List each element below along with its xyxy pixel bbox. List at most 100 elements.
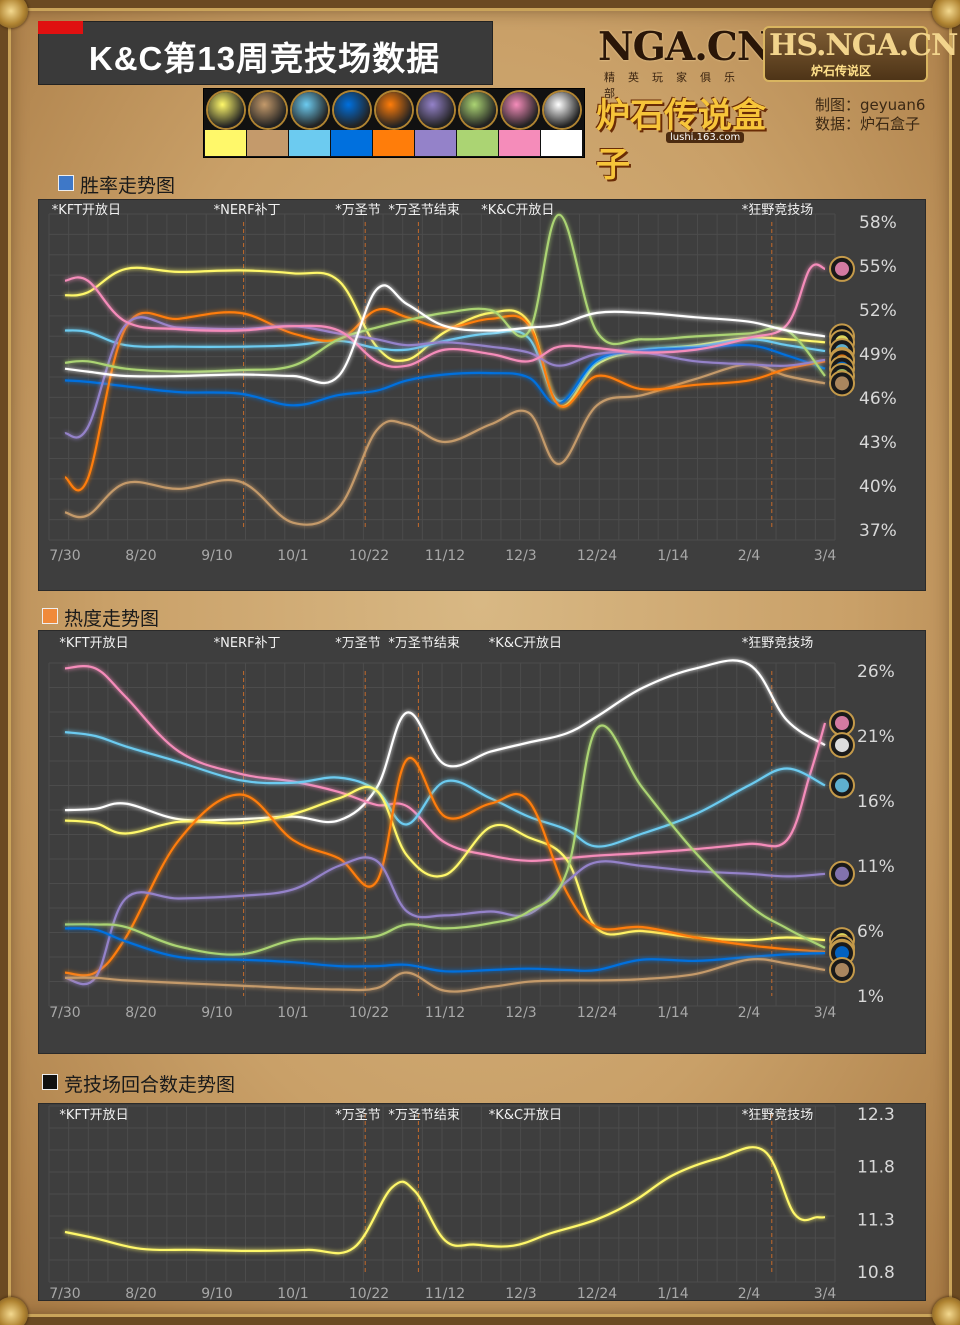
series-line — [64, 927, 826, 973]
x-tick-label: 12/3 — [505, 1286, 536, 1300]
winrate-chart: *KFT开放日 *NERF补丁 *万圣节 *万圣节结束 *K&C开放日 *狂野竞技场 7/3… — [48, 202, 897, 564]
x-tick-label: 2/4 — [738, 1286, 761, 1300]
legend-swatch-shaman — [331, 130, 372, 156]
legend-swatch-hunter2 — [457, 130, 498, 156]
x-tick-label: 12/24 — [577, 1005, 617, 1021]
x-tick-label: 8/20 — [125, 1005, 156, 1021]
x-tick-label: 7/30 — [49, 1286, 80, 1300]
y-tick-label: 11.3 — [857, 1210, 895, 1230]
shaman-icon — [334, 92, 370, 128]
class-end-icon — [829, 772, 855, 799]
legend-swatch-paladin — [499, 130, 540, 156]
hunter-bow-icon — [460, 92, 496, 128]
x-tick-label: 8/20 — [125, 1286, 156, 1300]
nga-logo-text: NGA.CN — [598, 24, 772, 70]
class-end-icon — [829, 732, 855, 759]
series-line — [64, 756, 826, 977]
popularity-legend-square — [42, 608, 58, 624]
series-line — [64, 329, 826, 403]
class-end-icon — [829, 860, 855, 887]
event-label: *狂野竞技场 — [742, 1107, 814, 1123]
icon-core — [835, 716, 849, 730]
x-tick-label: 3/4 — [814, 548, 837, 564]
popularity-section-header: 热度走势图 — [42, 604, 342, 630]
event-label: *万圣节结束 — [388, 1108, 460, 1123]
hs-box-logo: 炉石传说盒子 lushi.163.com — [596, 88, 798, 185]
x-tick-label: 10/22 — [349, 1286, 389, 1300]
grid — [48, 662, 836, 1007]
warlock-icon — [418, 92, 454, 128]
y-tick-label: 11.8 — [857, 1158, 895, 1178]
series-line — [64, 284, 826, 385]
x-tick-label: 9/10 — [201, 1005, 232, 1021]
frame-corner-bottom-left — [0, 1297, 28, 1325]
series-line — [64, 958, 826, 993]
x-tick-label: 11/12 — [425, 1005, 465, 1021]
title-box — [38, 21, 493, 85]
x-tick-label: 1/14 — [657, 548, 689, 564]
turns-chart: *KFT开放日 *万圣节 *万圣节结束 *K&C开放日 *狂野竞技场 7/30 8/20 9/… — [48, 1105, 895, 1302]
frame-corner-bottom-right — [932, 1297, 960, 1325]
legend-swatch-priest — [541, 130, 582, 156]
y-tick-label: 21% — [857, 727, 895, 747]
event-label: *狂野竞技场 — [742, 202, 814, 218]
y-tick-label: 40% — [859, 477, 897, 497]
series-line — [64, 1146, 826, 1255]
y-tick-label: 58% — [859, 213, 897, 233]
legend-swatch-hunter — [205, 130, 246, 156]
x-tick-label: 7/30 — [49, 548, 80, 564]
credit-author: 制图：geyuan6 — [815, 96, 926, 114]
class-end-icon — [829, 255, 855, 282]
y-tick-label: 1% — [857, 987, 884, 1007]
paladin-icon — [502, 92, 538, 128]
series-line — [64, 213, 826, 377]
x-tick-label: 7/30 — [49, 1005, 80, 1021]
x-tick-label: 11/12 — [425, 548, 465, 564]
druid-icon — [376, 92, 412, 128]
series-line — [64, 659, 826, 824]
icon-core — [835, 376, 849, 391]
y-tick-label: 52% — [859, 301, 897, 321]
x-tick-label: 9/10 — [201, 1286, 232, 1300]
y-tick-label: 49% — [859, 345, 897, 365]
hs-nga-logo-subtitle: 炉石传说区 — [811, 64, 872, 78]
event-label: *狂野竞技场 — [742, 635, 814, 651]
grid — [48, 1105, 836, 1283]
icon-core — [835, 866, 849, 881]
series-line — [64, 316, 826, 439]
x-tick-label: 10/22 — [349, 1005, 389, 1021]
hs-nga-logo-text: HS.NGA.CN — [769, 28, 958, 63]
event-label: *K&C开放日 — [489, 636, 562, 651]
event-label: *NERF补丁 — [214, 636, 281, 651]
x-tick-label: 1/14 — [657, 1286, 689, 1300]
series-line — [64, 307, 826, 492]
y-tick-label: 11% — [857, 857, 895, 877]
y-tick-label: 16% — [857, 792, 895, 812]
icon-core — [835, 946, 849, 961]
nga-logo-subtitle: 精英玩家俱乐部 — [604, 71, 748, 100]
hs-box-logo-text: 炉石传说盒子 — [596, 96, 766, 185]
x-tick-label: 2/4 — [738, 1005, 761, 1021]
hs-box-logo-url: lushi.163.com — [666, 132, 745, 143]
credit-data: 数据：炉石盒子 — [815, 115, 921, 133]
priest-icon — [544, 92, 580, 128]
popularity-chart-panel: *KFT开放日 *NERF补丁 *万圣节 *万圣节结束 *K&C开放日 *狂野竞技场 7/3… — [38, 630, 926, 1054]
nga-logo: NGA.CN 精英玩家俱乐部 — [598, 24, 772, 100]
series-line — [64, 724, 826, 956]
event-label: *KFT开放日 — [59, 1108, 128, 1123]
event-label: *K&C开放日 — [489, 1108, 562, 1123]
y-tick-label: 12.3 — [857, 1105, 895, 1125]
icon-core — [835, 738, 849, 753]
x-tick-label: 3/4 — [814, 1005, 837, 1021]
legend-swatch-druid — [373, 130, 414, 156]
x-tick-label: 10/1 — [277, 1286, 308, 1300]
grid — [48, 213, 836, 541]
winrate-legend-square — [58, 175, 74, 191]
class-legend — [203, 88, 585, 158]
x-tick-label: 1/14 — [657, 1005, 689, 1021]
icon-core — [835, 778, 849, 793]
y-tick-label: 46% — [859, 389, 897, 409]
title-red-accent — [38, 21, 83, 34]
popularity-chart: *KFT开放日 *NERF补丁 *万圣节 *万圣节结束 *K&C开放日 *狂野竞技场 7/3… — [48, 635, 895, 1021]
